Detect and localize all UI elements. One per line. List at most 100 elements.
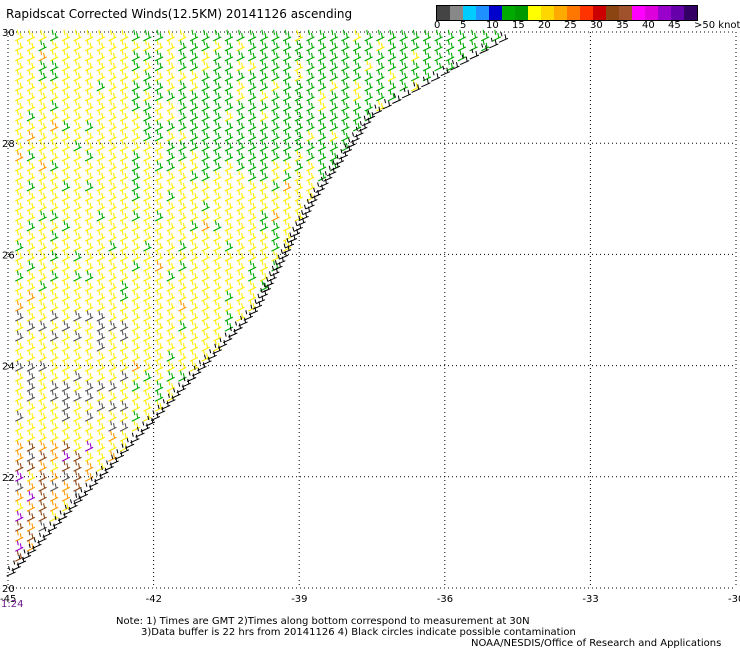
wind-barb-554 — [178, 179, 187, 192]
wind-barb-485 — [259, 209, 269, 222]
wind-barb-920 — [201, 59, 210, 72]
wind-barb-835 — [38, 79, 47, 92]
wind-barb-796 — [341, 99, 350, 112]
wind-barb-1051 — [352, 29, 362, 42]
wind-barb-71 — [108, 430, 117, 442]
wind-barb-86 — [38, 410, 47, 422]
wind-barb-115 — [84, 390, 94, 402]
wind-barb-258 — [224, 309, 234, 322]
wind-barb-1 — [15, 540, 24, 552]
wind-barb-17 — [15, 490, 24, 502]
wind-barb-125 — [38, 380, 47, 392]
wind-barb-545 — [73, 179, 82, 192]
wind-barb-379 — [131, 249, 141, 262]
wind-barb-830 — [364, 89, 373, 102]
wind-barb-208 — [73, 329, 82, 342]
wind-barb-940 — [434, 59, 443, 72]
legend-swatch-11 — [580, 6, 593, 20]
wind-barb-535 — [259, 189, 269, 202]
wind-barb-709 — [38, 119, 47, 132]
wind-barb-329 — [73, 269, 82, 282]
wind-barb-317 — [189, 279, 199, 292]
wind-barb-998 — [213, 39, 222, 52]
wind-barb-1000 — [236, 39, 245, 52]
wind-barb-461 — [259, 219, 269, 232]
wind-barb-305 — [49, 279, 59, 292]
wind-barb-660 — [143, 139, 152, 152]
wind-barb-759 — [271, 109, 280, 122]
wind-barb-1058 — [434, 29, 443, 42]
wind-barb-753 — [201, 109, 210, 122]
edge-barb-80 — [358, 121, 368, 132]
wind-barb-29 — [15, 470, 24, 482]
wind-barb-924 — [247, 59, 257, 72]
wind-barb-236 — [189, 319, 199, 332]
edge-barb-85 — [392, 93, 402, 104]
wind-barb-665 — [201, 139, 210, 152]
wind-barb-509 — [247, 199, 257, 212]
edge-barb-78 — [350, 132, 360, 143]
wind-barb-972 — [364, 49, 373, 62]
wind-barb-917 — [166, 59, 175, 72]
wind-barb-47 — [49, 450, 59, 462]
wind-barb-596 — [49, 159, 59, 172]
chart-title: Rapidscat Corrected Winds(12.5KM) 201411… — [6, 7, 353, 21]
wind-barb-16 — [61, 500, 71, 512]
wind-barb-423 — [96, 229, 106, 242]
edge-barb-7 — [42, 527, 52, 538]
wind-barb-656 — [96, 139, 106, 152]
wind-barb-694 — [201, 129, 210, 142]
wind-barb-1009 — [341, 39, 350, 52]
edge-barb-32 — [171, 388, 181, 399]
legend-swatch-12 — [593, 6, 606, 20]
wind-barb-19 — [38, 490, 47, 502]
wind-barb-819 — [236, 89, 245, 102]
wind-barb-470 — [84, 209, 94, 222]
wind-barb-984 — [49, 39, 59, 52]
wind-barb-593 — [15, 159, 24, 172]
wind-barb-731 — [294, 119, 304, 132]
wind-barb-914 — [131, 59, 141, 72]
wind-barb-416 — [15, 229, 24, 242]
wind-barb-238 — [213, 319, 222, 332]
wind-barb-802 — [38, 89, 47, 102]
wind-barb-615 — [271, 159, 280, 172]
wind-barb-586 — [247, 169, 257, 182]
y-tick-2: 26 — [2, 250, 15, 261]
y-tick-5: 20 — [2, 584, 15, 595]
wind-barb-678 — [15, 129, 24, 142]
wind-barb-947 — [73, 49, 82, 62]
wind-barb-714 — [96, 119, 106, 132]
wind-barb-877 — [119, 69, 129, 82]
wind-barb-873 — [73, 69, 82, 82]
wind-barb-791 — [282, 99, 292, 112]
wind-barb-167 — [189, 360, 199, 372]
wind-barb-172 — [61, 350, 71, 362]
wind-barb-787 — [236, 99, 245, 112]
wind-barb-382 — [166, 249, 175, 262]
wind-barb-458 — [224, 219, 234, 232]
wind-barb-672 — [282, 139, 292, 152]
wind-barb-210 — [96, 329, 106, 342]
wind-barb-591 — [306, 169, 315, 182]
wind-barb-673 — [294, 139, 304, 152]
wind-barb-44 — [15, 450, 24, 462]
wind-barb-663 — [178, 139, 187, 152]
wind-barb-1018 — [446, 39, 455, 52]
wind-barb-95 — [143, 410, 152, 422]
wind-barb-720 — [166, 119, 175, 132]
wind-barb-31 — [38, 470, 47, 482]
wind-barb-784 — [201, 99, 210, 112]
wind-barb-243 — [49, 309, 59, 322]
wind-barb-560 — [247, 179, 257, 192]
wind-barb-614 — [259, 159, 269, 172]
legend-swatch-16 — [645, 6, 658, 20]
wind-barb-883 — [189, 69, 199, 82]
wind-barb-913 — [119, 59, 129, 72]
wind-barb-349 — [49, 259, 59, 272]
wind-barb-567 — [26, 169, 36, 182]
wind-barb-48 — [61, 450, 71, 462]
edge-barb-53 — [267, 271, 277, 282]
wind-barb-547 — [96, 179, 106, 192]
wind-barb-664 — [189, 139, 199, 152]
